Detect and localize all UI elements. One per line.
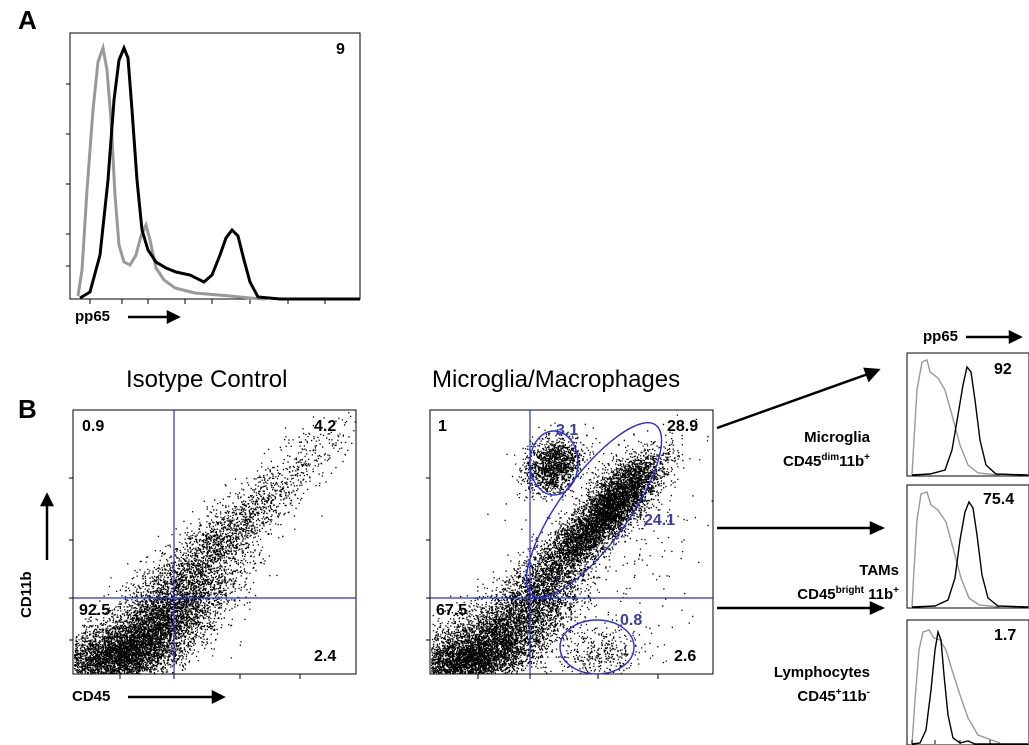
panel-b-letter: B [18, 394, 37, 424]
panel-a-letter: A [18, 5, 37, 35]
hist-tams-value: 75.4 [983, 491, 1015, 508]
hist-tams [906, 484, 1029, 609]
gate-microglia [529, 430, 579, 496]
isotype-title: Isotype Control [126, 366, 288, 393]
gate-tams-value: 24.1 [644, 512, 676, 529]
tams-label: TAMs CD45bright 11b+ [797, 561, 899, 605]
micro-plot [426, 409, 714, 679]
tams-marker: CD45bright 11b+ [797, 585, 899, 603]
histogram-a-sample-curve [79, 44, 360, 301]
gate-lymphocytes [559, 619, 635, 675]
hist-lymphocytes [906, 619, 1029, 745]
isotype-q-ul: 0.9 [82, 418, 105, 435]
micro-q-ul: 1 [438, 418, 447, 435]
gate-tams [525, 422, 663, 598]
isotype-q-lr: 2.4 [314, 648, 337, 665]
gate-lymphocytes-value: 0.8 [620, 612, 643, 629]
lymphocytes-label: Lymphocytes CD45+11b- [774, 663, 870, 707]
microglia-name: Microglia [804, 429, 870, 446]
isotype-dots [74, 412, 356, 675]
hist-microglia [906, 352, 1029, 477]
hist-microglia-value: 92 [994, 361, 1012, 378]
hist-axis-label: pp65 [923, 328, 959, 345]
lymphocytes-name: Lymphocytes [773, 664, 870, 681]
histogram-a-frame [66, 32, 361, 304]
microglia-label: Microglia CD45dim11b+ [783, 428, 870, 472]
histogram-a-value: 9 [336, 41, 345, 58]
lymphocytes-marker: CD45+11b- [797, 687, 870, 705]
histogram-a-isotype-curve [76, 42, 266, 301]
micro-q-ur: 28.9 [667, 418, 699, 435]
cd11b-axis-label: CD11b [18, 571, 35, 618]
micro-dots [431, 414, 713, 675]
cd45-axis-label: CD45 [72, 688, 111, 705]
isotype-q-ll: 92.5 [79, 602, 111, 619]
hist-lymphocytes-value: 1.7 [994, 627, 1017, 644]
micro-title: Microglia/Macrophages [432, 366, 681, 393]
gate-microglia-value: 3.1 [556, 422, 579, 439]
axis-arrows [39, 309, 1023, 705]
isotype-q-ur: 4.2 [314, 418, 337, 435]
histogram-a-xlabel: pp65 [75, 308, 111, 325]
isotype-plot [69, 409, 357, 679]
micro-q-ll: 67.5 [436, 602, 468, 619]
micro-q-lr: 2.6 [674, 648, 697, 665]
microglia-marker: CD45dim11b+ [782, 452, 870, 470]
tams-name: TAMs [859, 562, 899, 579]
